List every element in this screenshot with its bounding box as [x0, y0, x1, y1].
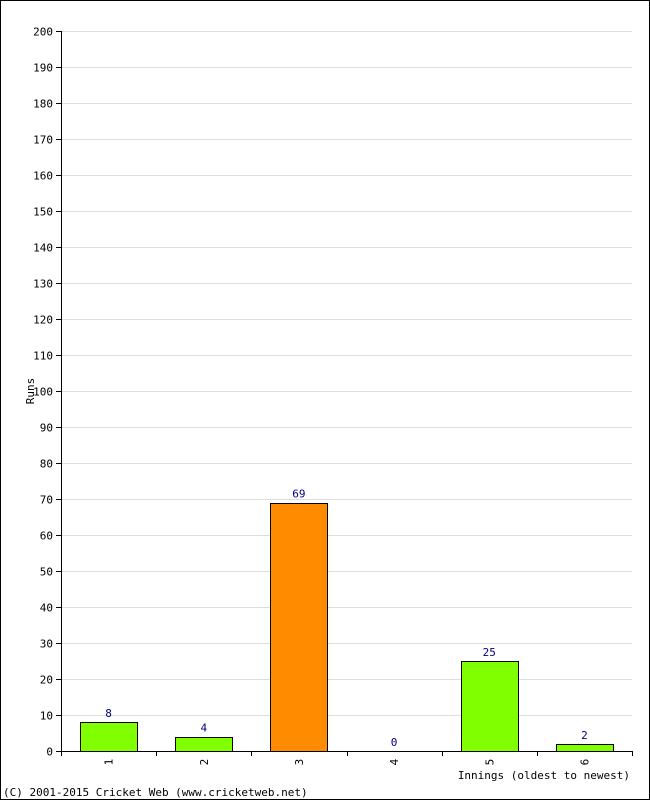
bar [461, 661, 519, 752]
bar-value-label: 2 [581, 729, 588, 742]
bar [270, 503, 328, 752]
y-tick-label: 80 [40, 458, 53, 471]
y-tick-label: 190 [33, 62, 53, 75]
y-tick-label: 140 [33, 242, 53, 255]
bar [175, 737, 233, 752]
bars [80, 503, 614, 752]
bar-value-label: 0 [391, 736, 398, 749]
x-axis-label: Innings (oldest to newest) [458, 769, 630, 782]
bar-value-label: 25 [483, 646, 496, 659]
x-tick-label: 4 [388, 758, 401, 765]
copyright-footer: (C) 2001-2015 Cricket Web (www.cricketwe… [3, 786, 308, 799]
x-tick-label: 3 [293, 759, 306, 766]
y-axis-label: Runs [24, 378, 37, 405]
bar-value-label: 4 [200, 722, 207, 735]
y-tick-label: 30 [40, 638, 53, 651]
y-tick-label: 170 [33, 134, 53, 147]
x-tick-label: 6 [578, 759, 591, 766]
bar-value-label: 69 [292, 488, 305, 501]
y-tick-label: 200 [33, 26, 53, 39]
labels: 0102030405060708090100110120130140150160… [33, 26, 591, 766]
bar [80, 722, 138, 752]
y-tick-label: 150 [33, 206, 53, 219]
y-tick-label: 0 [46, 746, 53, 759]
y-tick-label: 50 [40, 566, 53, 579]
x-tick-label: 2 [198, 759, 211, 766]
y-tick-label: 100 [33, 386, 53, 399]
y-tick-label: 10 [40, 710, 53, 723]
x-tick-label: 5 [483, 759, 496, 766]
y-tick-label: 20 [40, 674, 53, 687]
grid-lines [61, 31, 632, 716]
y-tick-label: 180 [33, 98, 53, 111]
y-tick-label: 90 [40, 422, 53, 435]
y-tick-label: 110 [33, 350, 53, 363]
y-tick-label: 130 [33, 278, 53, 291]
bar [556, 744, 614, 752]
bar-value-label: 8 [105, 707, 112, 720]
y-tick-label: 60 [40, 530, 53, 543]
axes [56, 31, 633, 756]
y-tick-label: 160 [33, 170, 53, 183]
y-tick-label: 70 [40, 494, 53, 507]
y-tick-label: 40 [40, 602, 53, 615]
y-tick-label: 120 [33, 314, 53, 327]
x-tick-label: 1 [103, 759, 116, 766]
